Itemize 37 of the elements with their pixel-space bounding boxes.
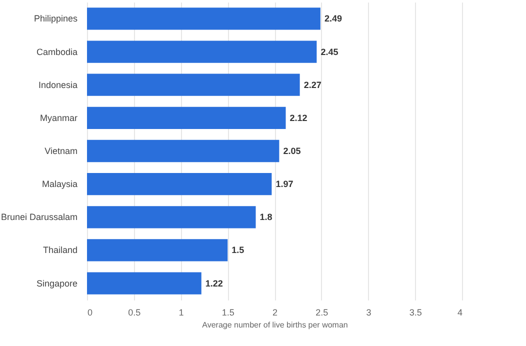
- y-tick-label: Myanmar: [40, 112, 78, 123]
- bar: [87, 140, 280, 162]
- data-label: 2.12: [290, 112, 308, 123]
- y-tick-label: Brunei Darussalam: [0, 212, 78, 222]
- x-tick-label: 3.5: [409, 308, 422, 318]
- bar: [87, 239, 228, 262]
- x-tick-label: 1: [178, 308, 184, 318]
- bar: [87, 172, 272, 196]
- bar: [87, 206, 256, 228]
- y-tick-label: Indonesia: [38, 80, 78, 90]
- data-label: 2.05: [283, 146, 301, 156]
- bar: [87, 74, 300, 96]
- x-tick-label: 0.5: [128, 308, 141, 318]
- data-label: 1.97: [276, 179, 294, 190]
- data-label: 2.27: [304, 80, 322, 90]
- y-tick-label: Cambodia: [36, 46, 78, 57]
- bar: [87, 40, 317, 63]
- data-label: 2.49: [324, 14, 342, 24]
- data-label: 1.22: [205, 278, 223, 288]
- bar: [87, 272, 202, 294]
- y-tick-label: Thailand: [42, 245, 78, 256]
- data-label: 1.5: [232, 245, 244, 256]
- x-tick-label: 0: [88, 308, 93, 318]
- y-tick-label: Singapore: [36, 278, 78, 288]
- y-tick-label: Malaysia: [42, 179, 78, 190]
- bar: [87, 8, 320, 30]
- bar: [87, 106, 286, 130]
- x-tick-label: 3: [366, 308, 372, 318]
- x-tick-label: 2: [272, 308, 278, 318]
- data-label: 1.8: [260, 212, 272, 222]
- x-tick-label: 2.5: [316, 308, 328, 318]
- y-tick-label: Philippines: [34, 14, 78, 24]
- x-tick-label: 1.5: [222, 308, 234, 318]
- data-label: 2.45: [320, 46, 338, 57]
- y-tick-label: Vietnam: [44, 146, 78, 156]
- x-tick-label: 4: [457, 308, 462, 318]
- x-axis-title: Average number of live births per woman: [202, 320, 348, 330]
